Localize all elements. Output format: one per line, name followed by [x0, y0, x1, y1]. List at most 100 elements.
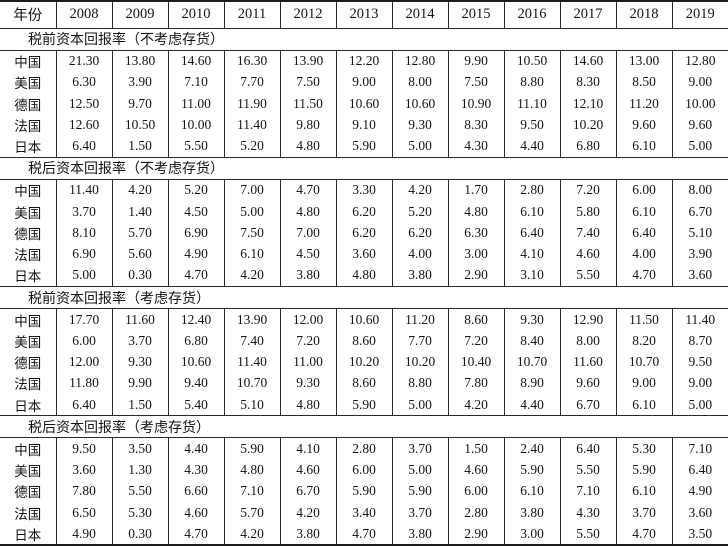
- value-cell: 14.60: [559, 50, 616, 72]
- value-cell: 7.50: [279, 71, 336, 94]
- value-cell: 5.90: [335, 480, 392, 502]
- table-row: 法国 6.90 5.60 4.90 6.10 4.50 3.60 4.00 3.00 4.10 4.…: [0, 243, 728, 265]
- value-cell: 5.50: [167, 135, 224, 158]
- value-cell: 5.50: [559, 523, 616, 545]
- value-cell: 6.00: [335, 459, 392, 481]
- section-header-row: 税前资本回报率（考虑存货）: [0, 285, 728, 310]
- value-cell: 4.80: [279, 135, 336, 158]
- value-cell: 3.30: [335, 179, 392, 201]
- value-cell: 5.00: [391, 135, 448, 158]
- row-label-country: 法国: [14, 377, 42, 393]
- value-cell: 4.60: [447, 459, 504, 481]
- value-cell: 6.10: [615, 394, 672, 416]
- year-column-header: 2016: [503, 1, 560, 29]
- row-label-country: 美国: [14, 334, 42, 350]
- value-cell: 12.40: [167, 308, 224, 331]
- value-cell: 12.60: [55, 114, 112, 136]
- value-cell: 8.60: [335, 372, 392, 395]
- value-cell: 8.90: [503, 372, 560, 395]
- value-cell: 3.80: [391, 264, 448, 287]
- value-cell: 13.00: [615, 50, 672, 72]
- value-cell: 3.50: [111, 437, 168, 460]
- value-cell: 5.30: [615, 437, 672, 460]
- value-cell: 5.20: [391, 200, 448, 223]
- value-cell: 3.80: [279, 264, 336, 287]
- value-cell: 9.30: [111, 351, 168, 373]
- row-label-country: 法国: [14, 119, 42, 135]
- value-cell: 1.40: [111, 200, 168, 223]
- value-cell: 8.00: [559, 330, 616, 352]
- value-cell: 6.40: [559, 437, 616, 460]
- value-cell: 9.70: [111, 93, 168, 115]
- value-cell: 13.80: [111, 50, 168, 72]
- value-cell: 12.80: [391, 50, 448, 72]
- value-cell: 5.80: [559, 200, 616, 223]
- value-cell: 8.40: [503, 330, 560, 352]
- value-cell: 3.70: [55, 200, 112, 223]
- value-cell: 4.60: [279, 459, 336, 481]
- section-header-row: 税后资本回报率（考虑存货）: [0, 415, 728, 439]
- value-cell: 12.50: [55, 93, 112, 115]
- value-cell: 1.50: [111, 394, 168, 416]
- value-cell: 7.00: [223, 179, 280, 201]
- value-cell: 10.60: [167, 351, 224, 373]
- value-cell: 2.80: [335, 437, 392, 460]
- value-cell: 6.70: [671, 200, 728, 223]
- value-cell: 3.70: [111, 330, 168, 352]
- value-cell: 5.90: [615, 459, 672, 481]
- value-cell: 4.50: [279, 243, 336, 265]
- value-cell: 9.30: [279, 372, 336, 395]
- value-cell: 3.00: [447, 243, 504, 265]
- value-cell: 13.90: [223, 308, 280, 331]
- value-cell: 5.20: [223, 135, 280, 158]
- value-cell: 10.00: [167, 114, 224, 136]
- row-label-country: 美国: [14, 205, 42, 221]
- value-cell: 4.20: [447, 394, 504, 416]
- value-cell: 17.70: [55, 308, 112, 331]
- value-cell: 4.20: [391, 179, 448, 201]
- value-cell: 2.90: [447, 264, 504, 287]
- year-column-header: 2013: [335, 1, 392, 29]
- value-cell: 4.30: [559, 501, 616, 524]
- value-cell: 11.60: [111, 308, 168, 331]
- value-cell: 2.80: [447, 501, 504, 524]
- value-cell: 5.10: [671, 222, 728, 244]
- value-cell: 5.90: [391, 480, 448, 502]
- table-row: 美国 6.30 3.90 7.10 7.70 7.50 9.00 8.00 7.50 8.80 8.…: [0, 71, 728, 94]
- value-cell: 6.40: [615, 222, 672, 244]
- value-cell: 11.00: [279, 351, 336, 373]
- value-cell: 6.30: [55, 71, 112, 94]
- value-cell: 12.00: [55, 351, 112, 373]
- value-cell: 6.20: [335, 200, 392, 223]
- value-cell: 9.60: [671, 114, 728, 136]
- value-cell: 9.00: [671, 71, 728, 94]
- value-cell: 9.30: [503, 308, 560, 331]
- year-column-header: 2009: [111, 1, 168, 29]
- value-cell: 5.60: [111, 243, 168, 265]
- value-cell: 3.80: [279, 523, 336, 545]
- value-cell: 4.60: [167, 501, 224, 524]
- value-cell: 3.80: [391, 523, 448, 545]
- value-cell: 5.00: [671, 394, 728, 416]
- value-cell: 4.20: [223, 523, 280, 545]
- value-cell: 7.50: [447, 71, 504, 94]
- row-label-country: 日本: [14, 269, 42, 285]
- value-cell: 4.40: [167, 437, 224, 460]
- value-cell: 6.10: [615, 135, 672, 158]
- value-cell: 8.60: [447, 308, 504, 331]
- value-cell: 3.70: [615, 501, 672, 524]
- value-cell: 4.10: [503, 243, 560, 265]
- value-cell: 11.20: [391, 308, 448, 331]
- value-cell: 6.40: [55, 135, 112, 158]
- value-cell: 4.10: [279, 437, 336, 460]
- value-cell: 12.80: [671, 50, 728, 72]
- value-cell: 10.60: [391, 93, 448, 115]
- value-cell: 6.00: [615, 179, 672, 201]
- row-label-country: 法国: [14, 506, 42, 522]
- value-cell: 10.70: [615, 351, 672, 373]
- value-cell: 4.70: [615, 264, 672, 287]
- value-cell: 8.60: [335, 330, 392, 352]
- year-column-header: 2019: [671, 1, 728, 29]
- value-cell: 3.70: [391, 437, 448, 460]
